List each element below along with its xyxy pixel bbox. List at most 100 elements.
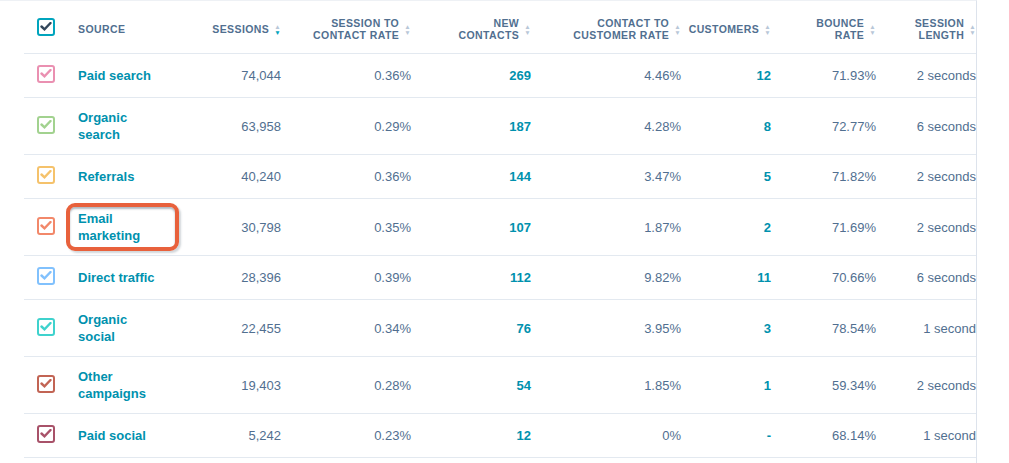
customers-value[interactable]: 12: [681, 54, 771, 98]
new-contacts-value[interactable]: 54: [411, 357, 531, 414]
session-length-value: 2 seconds: [876, 357, 976, 414]
column-header-session-to-contact-rate[interactable]: SESSION TOCONTACT RATE ▲▼: [281, 5, 411, 54]
total-session-to-contact-rate-value: 0.34%: [281, 458, 411, 463]
customers-value[interactable]: 2: [681, 199, 771, 256]
select-all-header-cell: [24, 5, 78, 54]
session-length-value: 1 second: [876, 414, 976, 458]
row-checkbox[interactable]: [37, 375, 55, 393]
session-length-value: 6 seconds: [876, 256, 976, 300]
column-header-source: SOURCE: [78, 5, 186, 54]
report-total-row: Report Total284,5360.34%9614.37%4271.54%…: [24, 458, 976, 463]
sessions-value: 5,242: [186, 414, 281, 458]
total-contact-to-customer-rate-value: 4.37%: [531, 458, 681, 463]
bounce-rate-value: 71.69%: [771, 199, 876, 256]
column-header-bounce-rate[interactable]: BOUNCERATE▲▼: [771, 5, 876, 54]
sessions-value: 74,044: [186, 54, 281, 98]
contact-to-customer-rate-value: 4.28%: [531, 98, 681, 155]
row-checkbox[interactable]: [37, 65, 55, 83]
column-header-label: BOUNCERATE: [816, 17, 864, 41]
session-to-contact-rate-value: 0.36%: [281, 155, 411, 199]
row-checkbox[interactable]: [37, 425, 55, 443]
sessions-value: 63,958: [186, 98, 281, 155]
row-checkbox[interactable]: [37, 267, 55, 285]
sessions-value: 40,240: [186, 155, 281, 199]
source-link[interactable]: Email marketing: [78, 210, 164, 244]
sessions-value: 28,396: [186, 256, 281, 300]
row-checkbox[interactable]: [37, 166, 55, 184]
session-length-value: 2 seconds: [876, 155, 976, 199]
contact-to-customer-rate-value: 3.47%: [531, 155, 681, 199]
check-icon: [40, 120, 52, 129]
source-cell: Direct traffic: [78, 256, 186, 300]
column-header-label: SESSION TOCONTACT RATE: [313, 17, 399, 41]
session-to-contact-rate-value: 0.36%: [281, 54, 411, 98]
row-checkbox[interactable]: [37, 318, 55, 336]
new-contacts-value[interactable]: 112: [411, 256, 531, 300]
table-row: Referrals40,2400.36%1443.47%571.82%2 sec…: [24, 155, 976, 199]
row-checkbox-cell: [24, 300, 78, 357]
source-link[interactable]: Paid social: [78, 427, 146, 444]
contact-to-customer-rate-value: 9.82%: [531, 256, 681, 300]
source-cell: Other campaigns: [78, 357, 186, 414]
session-to-contact-rate-value: 0.28%: [281, 357, 411, 414]
session-length-value: 6 seconds: [876, 98, 976, 155]
sessions-value: 30,798: [186, 199, 281, 256]
new-contacts-value[interactable]: 107: [411, 199, 531, 256]
source-link[interactable]: Organic search: [78, 109, 164, 143]
new-contacts-value[interactable]: 12: [411, 414, 531, 458]
row-checkbox[interactable]: [37, 116, 55, 134]
source-link[interactable]: Organic social: [78, 311, 164, 345]
table-row: Organic search63,9580.29%1874.28%872.77%…: [24, 98, 976, 155]
source-link[interactable]: Paid search: [78, 67, 151, 84]
customers-value[interactable]: 1: [681, 357, 771, 414]
bounce-rate-value: 71.93%: [771, 54, 876, 98]
check-icon: [40, 221, 52, 230]
customers-value[interactable]: 3: [681, 300, 771, 357]
new-contacts-value[interactable]: 76: [411, 300, 531, 357]
contact-to-customer-rate-value: 4.46%: [531, 54, 681, 98]
customers-value[interactable]: -: [681, 414, 771, 458]
customers-value[interactable]: 5: [681, 155, 771, 199]
customers-value[interactable]: 8: [681, 98, 771, 155]
column-header-sessions[interactable]: SESSIONS▲▼: [186, 5, 281, 54]
row-checkbox-cell: [24, 155, 78, 199]
new-contacts-value[interactable]: 144: [411, 155, 531, 199]
row-checkbox-cell: [24, 98, 78, 155]
column-header-label: SOURCE: [78, 23, 125, 35]
table-row: Other campaigns19,4030.28%541.85%159.34%…: [24, 357, 976, 414]
column-header-contact-to-customer-rate[interactable]: CONTACT TOCUSTOMER RATE▲▼: [531, 5, 681, 54]
row-checkbox-cell: [24, 256, 78, 300]
row-checkbox[interactable]: [37, 217, 55, 235]
source-link[interactable]: Other campaigns: [78, 368, 164, 402]
check-icon: [40, 379, 52, 388]
source-cell: Email marketing: [78, 199, 186, 256]
column-header-session-length[interactable]: SESSIONLENGTH▲▼: [876, 5, 976, 54]
traffic-analytics-table-panel: SOURCE SESSIONS▲▼ SESSION TOCONTACT RATE ▲▼…: [0, 0, 977, 463]
bounce-rate-value: 59.34%: [771, 357, 876, 414]
sort-carets-icon: ▲▼: [674, 24, 681, 35]
sessions-value: 22,455: [186, 300, 281, 357]
total-row-spacer: [24, 458, 78, 463]
session-to-contact-rate-value: 0.29%: [281, 98, 411, 155]
contact-to-customer-rate-value: 3.95%: [531, 300, 681, 357]
session-to-contact-rate-value: 0.35%: [281, 199, 411, 256]
total-sessions-value: 284,536: [186, 458, 281, 463]
bounce-rate-value: 78.54%: [771, 300, 876, 357]
session-to-contact-rate-value: 0.34%: [281, 300, 411, 357]
source-link[interactable]: Referrals: [78, 168, 134, 185]
sort-carets-icon: ▲▼: [404, 24, 411, 35]
total-bounce-rate-value: 71.54%: [771, 458, 876, 463]
new-contacts-value[interactable]: 187: [411, 98, 531, 155]
table-row: Organic social22,4550.34%763.95%378.54%1…: [24, 300, 976, 357]
column-header-customers[interactable]: CUSTOMERS▲▼: [681, 5, 771, 54]
source-link[interactable]: Direct traffic: [78, 269, 155, 286]
sort-carets-icon: ▲▼: [524, 24, 531, 35]
select-all-checkbox[interactable]: [37, 18, 55, 36]
column-header-new-contacts[interactable]: NEWCONTACTS▲▼: [411, 5, 531, 54]
sort-carets-icon: ▲▼: [969, 24, 976, 35]
customers-value[interactable]: 11: [681, 256, 771, 300]
table-header: SOURCE SESSIONS▲▼ SESSION TOCONTACT RATE ▲▼…: [24, 5, 976, 54]
session-to-contact-rate-value: 0.39%: [281, 256, 411, 300]
session-to-contact-rate-value: 0.23%: [281, 414, 411, 458]
new-contacts-value[interactable]: 269: [411, 54, 531, 98]
